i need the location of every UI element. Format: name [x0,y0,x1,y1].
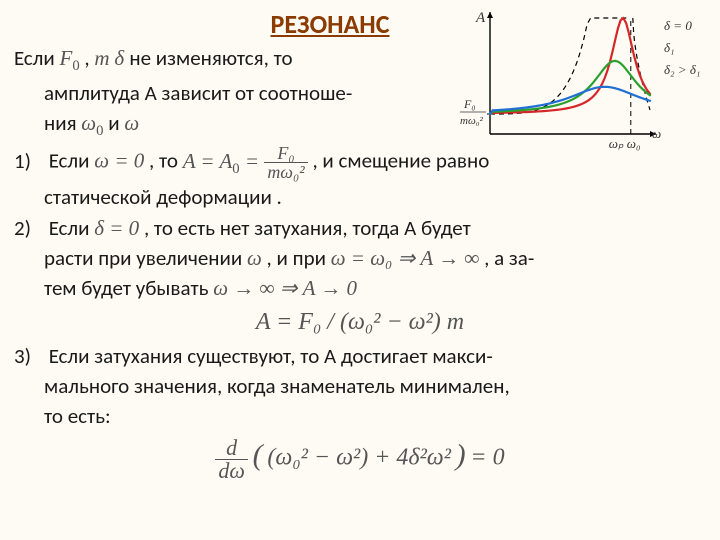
svg-text:ω: ω [652,126,661,141]
text: не изменяются, то [129,45,292,71]
text: , то есть нет затухания, тогда А будет [144,215,471,241]
frac-f0-mw2: F₀ mω₀² [264,144,307,181]
item2-num: 2) [14,214,44,242]
svg-text:F₀: F₀ [463,97,476,111]
svg-text:ω₀: ω₀ [627,136,641,151]
text: , то [149,148,183,174]
text: и [108,110,124,136]
item2-line1: 2) Если δ = 0 , то есть нет затухания, т… [14,214,706,242]
text: Если затухания существуют, то А достигае… [49,343,493,369]
svg-text:δ₂ > δ₁: δ₂ > δ₁ [664,62,700,77]
resonance-chart: A F₀ mω₀² ωₚω₀ ω δ = 0 δ₁ δ₂ > δ₁ [458,6,714,156]
sym-f0: F0 [60,46,80,70]
item1-line2: статической деформации . [14,183,706,211]
text: , а за- [484,245,534,271]
formula-A: A = F₀ / (ω₀² − ω²) m [14,309,706,336]
text: , и при [267,245,331,271]
text: Если [14,45,60,71]
item2-line3: тем будет убывать ω → ∞ ⇒ A → 0 [14,274,706,302]
item2-line2: расти при увеличении ω , и при ω = ω₀ ⇒ … [14,244,706,272]
final-formula: d dω ( (ω₀² − ω²) + 4δ²ω² ) = 0 [14,437,706,482]
sym-w0: ω0 [81,111,103,135]
cond-w0: ω = 0 [94,149,144,173]
svg-text:ωₚ: ωₚ [609,136,624,151]
item3-line3: то есть: [14,402,706,430]
cond-winf: ω → ∞ ⇒ A → 0 [213,276,357,300]
sym-w: ω [247,246,262,270]
svg-text:δ = 0: δ = 0 [664,18,692,33]
sym-delta: δ [114,46,129,70]
text: тем будет убывать [44,275,213,301]
svg-text:mω₀²: mω₀² [460,115,484,127]
cond-d0: δ = 0 [94,216,139,240]
text: , [84,45,94,71]
item3-num: 3) [14,342,44,370]
cond-wweq: ω = ω₀ ⇒ A → ∞ [331,246,480,270]
sym-w: ω [124,111,139,135]
text: ния [44,110,81,136]
svg-text:δ₁: δ₁ [664,40,675,55]
text: Если [49,148,95,174]
eq-a: A = A0 = [183,149,265,173]
item3-line1: 3) Если затухания существуют, то А дости… [14,342,706,370]
svg-text:A: A [475,10,486,26]
sym-m: m [94,46,109,70]
item3-line2: мального значения, когда знаменатель мин… [14,372,706,400]
item1-num: 1) [14,147,44,175]
text: Если [49,215,95,241]
text: расти при увеличении [44,245,247,271]
